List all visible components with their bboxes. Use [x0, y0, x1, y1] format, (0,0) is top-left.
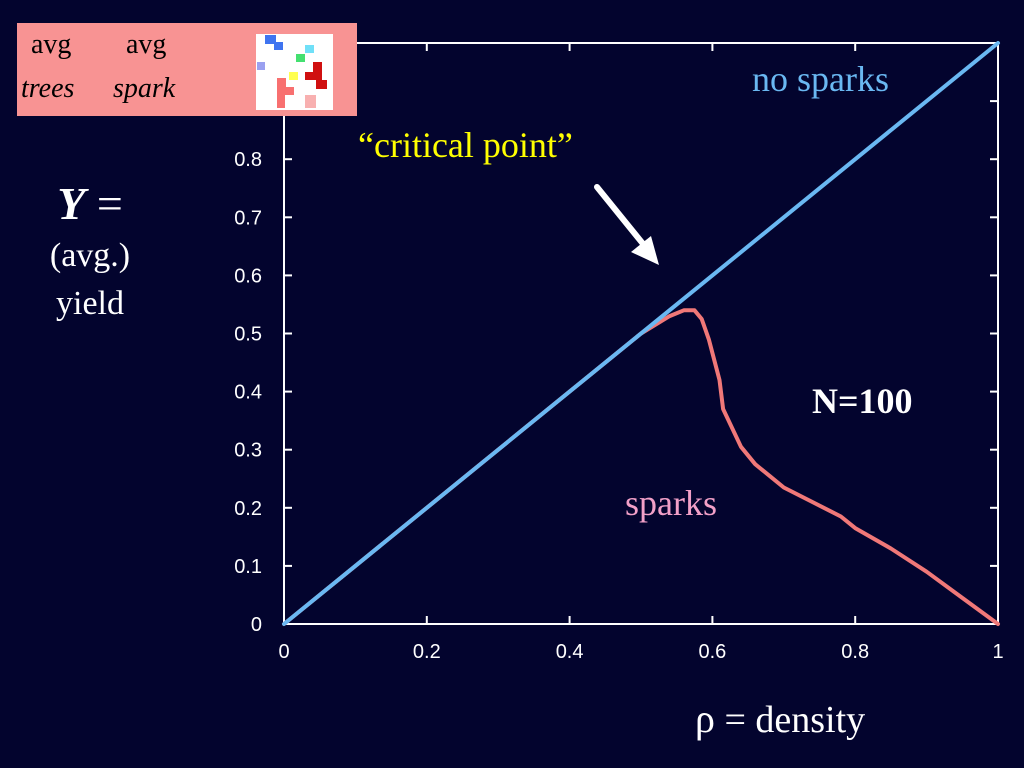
y-tick-label: 0.8 — [234, 149, 262, 171]
x-tick-label: 0.2 — [413, 641, 441, 663]
x-tick-label: 1 — [992, 641, 1003, 663]
y-tick-label: 0.2 — [234, 498, 262, 520]
x-tick-label: 0.8 — [841, 641, 869, 663]
x-label-text: = density — [724, 699, 866, 741]
y-tick-label: 0 — [251, 614, 262, 636]
legend-avg-trees-top: avg — [31, 29, 72, 60]
y-tick-label: 0.5 — [234, 324, 262, 346]
sparks-series-line — [282, 308, 1000, 626]
legend-spark-label: spark — [113, 73, 176, 104]
legend-box: avg trees avg spark — [17, 23, 357, 116]
y-axis-label: Y = (avg.) yield — [20, 176, 160, 328]
y-equals: = — [96, 178, 123, 229]
spark-grid-icon — [256, 34, 333, 110]
y-tick-label: 0.3 — [234, 440, 262, 462]
x-tick-label: 0 — [278, 641, 289, 663]
critical-point-label: “critical point” — [358, 125, 573, 165]
y-label-avg: (avg.) — [49, 237, 131, 274]
n-label: N=100 — [812, 381, 913, 421]
x-tick-label: 0.6 — [698, 641, 726, 663]
critical-point-arrow — [594, 184, 659, 265]
ticks: 0 0.2 0.4 0.6 0.8 1 0 0.1 0.2 0.3 0.4 0.5 0.6 0.7 0.8 — [234, 43, 1004, 663]
y-tick-label: 0.6 — [234, 265, 262, 287]
no-sparks-series-line — [282, 41, 1000, 626]
legend-trees-label: trees — [21, 73, 75, 104]
series-lines — [282, 41, 1000, 626]
legend-avg-spark-top: avg — [126, 29, 167, 60]
y-symbol: Y — [57, 178, 86, 229]
sparks-label: sparks — [625, 483, 717, 523]
y-label-yield: yield — [56, 285, 124, 322]
y-tick-label: 0.7 — [234, 207, 262, 229]
y-tick-label: 0.1 — [234, 556, 262, 578]
rho-symbol: ρ — [695, 696, 715, 741]
no-sparks-label: no sparks — [752, 59, 889, 99]
x-axis-label: ρ = density — [695, 695, 865, 742]
y-tick-label: 0.4 — [234, 382, 262, 404]
x-tick-label: 0.4 — [556, 641, 584, 663]
